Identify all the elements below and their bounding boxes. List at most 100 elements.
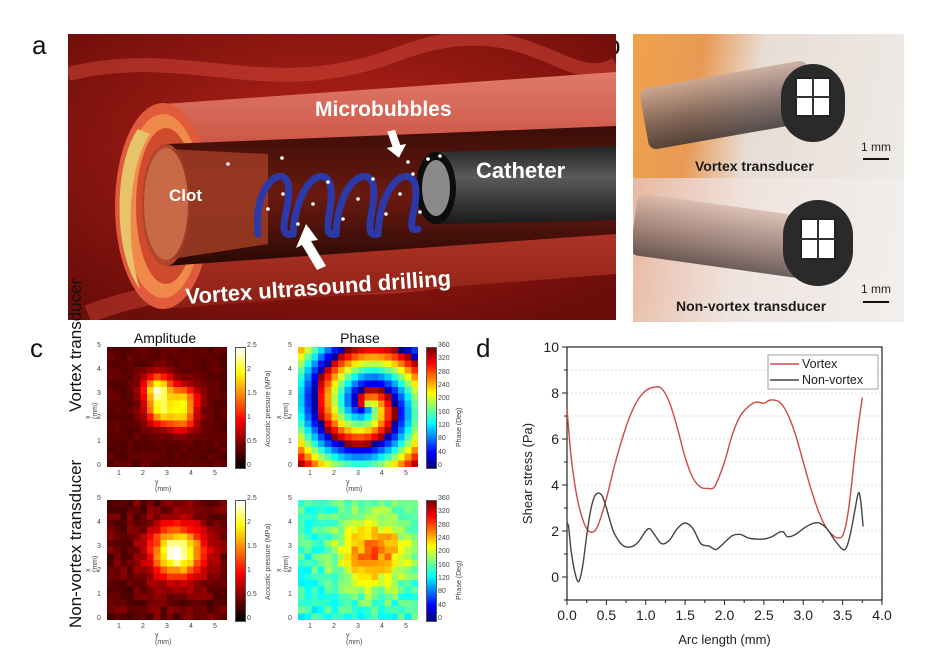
label-microbubbles: Microbubbles: [315, 98, 452, 121]
colorbar-tick-label: 360: [438, 495, 450, 502]
colorbar-tick-label: 0: [247, 615, 251, 622]
colorbar-label: Acoustic pressure (MPa): [265, 523, 272, 600]
x-tick-label: 2: [141, 470, 145, 477]
heatmap-image: [298, 347, 418, 467]
x-tick-label: 4: [380, 623, 384, 630]
y-tick-label: 1: [97, 438, 101, 445]
clot: [166, 149, 268, 260]
x-tick-label: 0.0: [557, 607, 577, 623]
colorbar: [426, 347, 437, 469]
colorbar: [426, 500, 437, 622]
legend-label-vortex: Vortex: [802, 357, 838, 371]
x-tick-label: 4: [189, 623, 193, 630]
colorbar-tick-label: 0.5: [247, 438, 257, 445]
x-tick-label: 2.5: [754, 607, 774, 623]
colorbar-tick-label: 2: [247, 366, 251, 373]
heatmap-image: [107, 347, 227, 467]
y-axis-label: x (mm): [276, 402, 290, 419]
y-tick-label: 1: [97, 591, 101, 598]
x-tick-label: 1.0: [636, 607, 656, 623]
x-tick-label: 2: [141, 623, 145, 630]
y-axis-label: x (mm): [276, 555, 290, 572]
y-tick-label: 2: [97, 567, 101, 574]
x-tick-label: 0.5: [597, 607, 617, 623]
y-tick-label: 2: [288, 567, 292, 574]
caption-non-vortex-transducer: Non-vortex transducer: [676, 298, 827, 314]
panel-label-d: d: [476, 333, 491, 363]
y-tick-label: 0: [551, 569, 559, 585]
colorbar-tick-label: 1.5: [247, 390, 257, 397]
panel-label-c: c: [30, 333, 43, 363]
colorbar-tick-label: 1: [247, 567, 251, 574]
y-tick-label: 0: [288, 462, 292, 469]
drilling-arrow: [296, 224, 326, 270]
x-tick-label: 2.0: [715, 607, 735, 623]
colorbar-tick-label: 0: [438, 462, 442, 469]
x-tick-label: 1: [308, 470, 312, 477]
x-tick-label: 1: [308, 623, 312, 630]
colorbar-tick-label: 0: [247, 462, 251, 469]
y-tick-label: 2: [551, 523, 559, 539]
panel-b-photos: Vortex transducer 1 mm Non-vortex transd…: [633, 34, 904, 322]
column-title-phase: Phase: [340, 330, 380, 346]
series-line-non-vortex: [566, 491, 864, 583]
scale-label: 1 mm: [861, 282, 891, 296]
x-tick-label: 4.0: [872, 607, 892, 623]
y-tick-label: 2: [97, 414, 101, 421]
plaque: [119, 129, 150, 289]
chart-series: [566, 386, 864, 583]
x-tick-label: 3: [356, 623, 360, 630]
y-axis-label: Shear stress (Pa): [520, 423, 535, 524]
colorbar-label: Acoustic pressure (MPa): [265, 370, 272, 447]
y-axis-ticks: 0 2 4 6 8 10: [543, 339, 567, 601]
scale-label: 1 mm: [861, 140, 891, 154]
y-tick-label: 1: [288, 591, 292, 598]
colorbar-tick-label: 240: [438, 382, 450, 389]
x-tick-label: 3: [356, 470, 360, 477]
chart-legend: Vortex Non-vortex: [767, 354, 879, 390]
colorbar-tick-label: 2.5: [247, 342, 257, 349]
colorbar-tick-label: 40: [438, 448, 446, 456]
x-tick-label: 3.5: [833, 607, 853, 623]
heatmap-image: [298, 500, 418, 620]
colorbar-tick-label: 120: [438, 422, 450, 429]
heatmap-image: [107, 500, 227, 620]
x-tick-label: 1.5: [675, 607, 695, 623]
photo-vortex-transducer: Vortex transducer 1 mm: [633, 34, 904, 178]
x-tick-label: 3: [165, 623, 169, 630]
y-tick-label: 4: [97, 366, 101, 373]
y-tick-label: 0: [97, 462, 101, 469]
colorbar-tick-label: 160: [438, 408, 450, 416]
panel-a-illustration: Microbubbles Catheter Clot Vortex ultras…: [68, 34, 616, 320]
photo-non-vortex-transducer: Non-vortex transducer 1 mm: [633, 178, 904, 322]
y-tick-label: 2: [288, 414, 292, 421]
x-tick-label: 4: [189, 470, 193, 477]
y-tick-label: 5: [288, 495, 292, 502]
label-clot: Clot: [169, 186, 202, 205]
x-tick-label: 5: [404, 470, 408, 477]
x-tick-label: 2: [332, 623, 336, 630]
colorbar-tick-label: 1.5: [247, 543, 257, 550]
caption-vortex-transducer: Vortex transducer: [695, 158, 814, 174]
colorbar-tick-label: 200: [438, 548, 450, 556]
colorbar-tick-label: 160: [438, 561, 450, 569]
colorbar-label: Phase (Deg): [456, 560, 463, 600]
x-tick-label: 1: [117, 470, 121, 477]
x-tick-label: 5: [213, 470, 217, 477]
legend-label-non-vortex: Non-vortex: [802, 373, 864, 387]
colorbar: [235, 500, 246, 622]
y-tick-label: 3: [97, 390, 101, 397]
colorbar-tick-label: 80: [438, 588, 446, 596]
y-tick-label: 5: [288, 342, 292, 349]
panel-label-a: a: [32, 30, 47, 60]
colorbar: [235, 347, 246, 469]
colorbar-tick-label: 120: [438, 575, 450, 582]
colorbar-tick-label: 0.5: [247, 591, 257, 598]
shear-stress-chart: 0 2 4 6 8 10 0.0 0.5 1.0 1.5 2.0 2.5 3.0 3.5 4.0 Shea…: [520, 339, 892, 647]
chart-grid: [567, 346, 882, 578]
y-tick-label: 4: [97, 519, 101, 526]
y-tick-label: 10: [543, 339, 559, 355]
y-tick-label: 1: [288, 438, 292, 445]
colorbar-tick-label: 360: [438, 342, 450, 349]
y-tick-label: 8: [551, 385, 559, 401]
